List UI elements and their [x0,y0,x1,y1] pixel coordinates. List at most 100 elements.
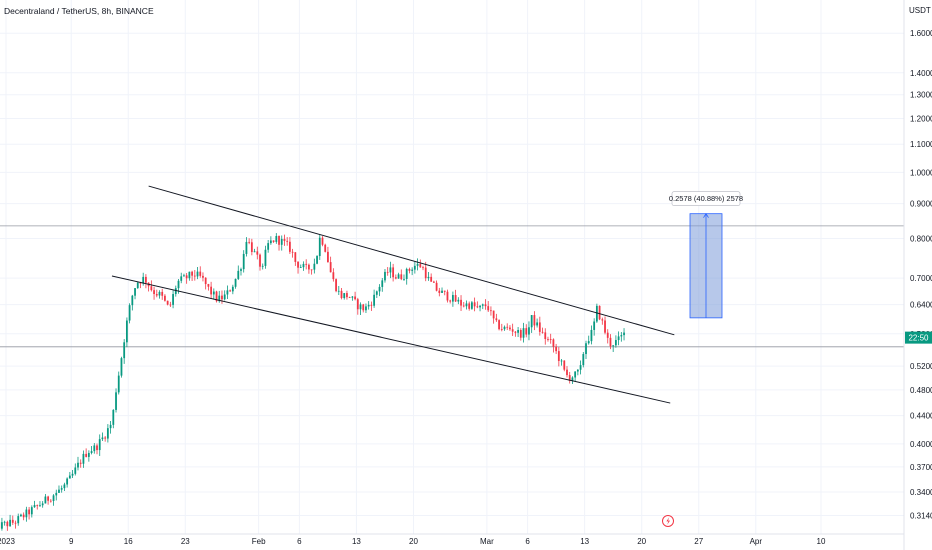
x-tick-label: 9 [69,537,74,546]
price-tag-label: 22:50 [908,334,929,343]
candle-body [375,291,378,295]
candle [74,463,77,476]
candle-body [145,276,147,283]
y-tick-label: 1.3000 [910,91,932,100]
candle-body [337,290,340,292]
candle-body [533,315,536,326]
candle [109,420,112,434]
candle [188,271,191,281]
trendlines[interactable] [111,185,675,404]
candle-body [367,304,370,307]
candle [33,500,36,508]
candle-body [261,265,264,267]
trendline-upper-channel[interactable] [148,185,675,336]
candle-body [123,342,126,359]
candle [394,274,397,280]
candle-body [256,251,259,255]
candle [490,306,492,316]
candle-body [443,290,446,292]
candle [408,267,411,274]
candle [405,267,408,285]
candle-body [210,286,213,295]
candle [413,261,416,274]
candle-body [397,274,400,279]
candle-body [134,288,136,296]
candle [120,356,123,378]
candle-body [335,279,337,292]
candle [571,376,574,385]
candle-body [218,295,221,302]
candle-body [579,365,582,370]
y-tick-label: 1.1000 [910,140,932,149]
candle [25,506,28,522]
candle-body [511,329,514,332]
candle-body [93,445,96,452]
measure-tool[interactable]: 0.2578 (40.88%) 2578 [669,191,743,319]
candle-body [58,489,60,493]
candle-body [229,290,232,292]
candle [275,233,278,244]
candle-body [362,304,365,311]
candle [503,325,506,331]
candle-body [471,302,473,309]
candle-body [498,320,500,330]
candle-body [503,326,506,330]
price-tag[interactable] [905,331,932,344]
candle [457,297,460,305]
candle-body [174,288,177,295]
candle [514,331,517,337]
candle [17,513,20,526]
candle [253,248,256,253]
candle-body [329,262,332,273]
candle-body [193,275,196,277]
candle-body [63,484,66,489]
candle-body [479,305,481,308]
candle [362,303,365,313]
candle-body [424,267,427,279]
candle [90,446,93,455]
candle [87,450,90,462]
candle-body [291,251,294,253]
candle-body [432,281,435,283]
candle-body [3,521,6,523]
candle [286,237,289,246]
candle-body [288,241,291,252]
x-tick-label: 16 [124,537,133,546]
candle-body [248,241,251,243]
candle-body [14,522,17,524]
candle-body [172,294,174,305]
lightning-icon[interactable] [662,515,674,527]
candle [462,302,465,308]
candle [367,301,370,310]
candle [52,494,55,506]
candle [145,274,147,289]
candle-body [351,296,354,298]
candle-body [22,514,25,518]
candle [324,243,327,253]
candle [495,313,498,322]
candle [101,432,104,441]
candle-body [552,339,555,347]
candle [365,303,367,313]
candle [215,290,218,303]
candle-body [11,519,14,523]
candle [242,250,245,273]
x-tick-label: 20 [409,537,418,546]
x-axis[interactable]: 2023 9 16 23 Feb 6 13 20 Mar 6 13 20 27 Apr 10 [0,533,904,546]
candle [174,285,177,297]
candle-body [294,252,297,262]
candle-body [106,428,109,439]
trendline-lower-channel[interactable] [111,275,671,404]
candle [47,495,50,505]
candle [443,290,446,296]
candle-body [169,304,172,306]
x-tick-label: Apr [750,537,763,546]
candle [623,328,625,341]
candle [93,443,96,454]
